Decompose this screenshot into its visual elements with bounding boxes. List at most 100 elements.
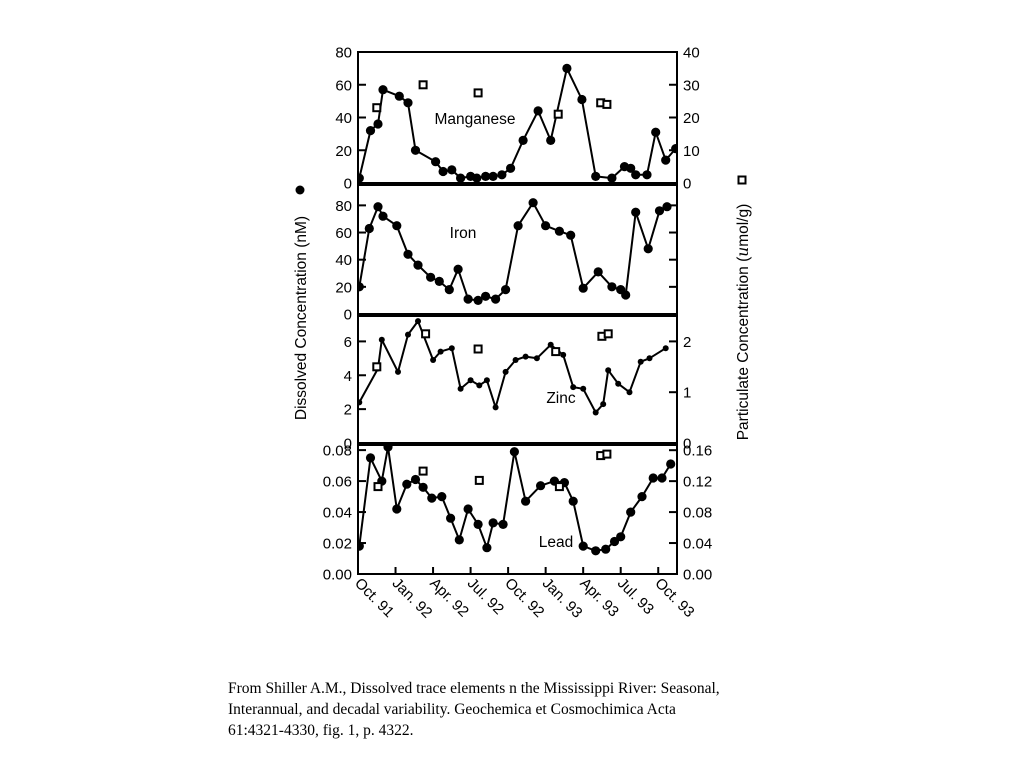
dissolved-line-manganese xyxy=(358,67,677,180)
x-tick-label: Jul. 93 xyxy=(614,575,657,618)
dissolved-point-zinc xyxy=(646,355,653,362)
dissolved-point-lead xyxy=(402,479,412,489)
panel-lead: 0.00 0.02 0.04 0.06 0.08 0.00 0.04 0.08 0.12 0.16… xyxy=(323,443,712,584)
dissolved-point-lead xyxy=(626,507,636,517)
dissolved-point-manganese xyxy=(533,106,543,116)
panel-label-lead: Lead xyxy=(539,534,573,551)
left-tick-label-zinc: 6 xyxy=(344,334,352,351)
right-axis-title-group: Particulate Concentration (umol/g) xyxy=(734,204,752,441)
left-tick-label-iron: 80 xyxy=(335,198,352,215)
dissolved-point-zinc xyxy=(437,348,444,355)
dissolved-point-manganese xyxy=(365,126,376,136)
x-tick-label: Jan. 93 xyxy=(539,575,586,622)
x-tick-label: Jul. 92 xyxy=(464,575,507,618)
right-tick-label-lead: 0.16 xyxy=(683,443,712,460)
x-tick-label: Oct. 91 xyxy=(351,575,397,621)
dissolved-point-manganese xyxy=(591,171,601,181)
citation-line-3: 61:4321-4330, fig. 1, p. 4322. xyxy=(228,722,414,739)
panels: 020406080010203040Manganese020406080Iron… xyxy=(323,45,712,584)
right-tick-label-manganese: 40 xyxy=(683,45,700,62)
dissolved-point-lead xyxy=(410,474,421,485)
dissolved-point-lead xyxy=(358,541,364,551)
dissolved-point-iron xyxy=(513,221,523,231)
dissolved-point-lead xyxy=(454,535,464,545)
citation: From Shiller A.M., Dissolved trace eleme… xyxy=(228,678,788,741)
right-tick-label-manganese: 20 xyxy=(683,110,700,127)
citation-line-1: From Shiller A.M., Dissolved trace eleme… xyxy=(228,680,720,697)
dissolved-point-lead xyxy=(488,518,498,528)
dissolved-legend-marker xyxy=(295,185,305,195)
left-tick-label-lead: 0.02 xyxy=(323,536,352,553)
dissolved-point-zinc xyxy=(547,341,554,348)
plot-area-zinc xyxy=(358,318,669,416)
dissolved-point-iron xyxy=(373,202,383,212)
dissolved-point-manganese xyxy=(546,135,556,145)
dissolved-point-zinc xyxy=(605,367,612,374)
dissolved-point-iron xyxy=(434,276,444,286)
dissolved-point-manganese xyxy=(562,63,572,73)
dissolved-point-iron xyxy=(426,272,436,282)
dissolved-point-manganese xyxy=(481,171,491,181)
dissolved-point-zinc xyxy=(580,385,587,392)
particulate-point-manganese xyxy=(372,103,382,113)
dissolved-point-lead xyxy=(637,492,647,502)
dissolved-point-zinc xyxy=(415,318,421,325)
dissolved-point-zinc xyxy=(430,357,437,363)
dissolved-point-iron xyxy=(358,282,364,292)
particulate-point-lead xyxy=(373,482,383,492)
right-tick-label-manganese: 10 xyxy=(683,143,700,160)
dissolved-point-zinc xyxy=(615,380,622,387)
dissolved-point-lead xyxy=(578,541,588,551)
dissolved-point-zinc xyxy=(476,382,483,389)
dissolved-point-iron xyxy=(662,202,672,212)
right-tick-label-manganese: 0 xyxy=(683,176,691,193)
dissolved-point-zinc xyxy=(448,345,455,352)
dissolved-point-iron xyxy=(444,285,454,295)
dissolved-point-manganese xyxy=(472,173,482,183)
dissolved-point-lead xyxy=(568,496,578,506)
particulate-point-manganese xyxy=(553,109,563,119)
dissolved-point-iron xyxy=(654,206,665,216)
right-tick-label-manganese: 30 xyxy=(683,77,700,94)
citation-line-2: Interannual, and decadal variability. Ge… xyxy=(228,701,676,718)
left-axis-title: Dissolved Concentration (nM) xyxy=(293,216,310,420)
right-tick-label-zinc: 2 xyxy=(683,334,691,351)
panel-frame-iron xyxy=(357,184,678,315)
dissolved-point-iron xyxy=(364,223,374,234)
panel-label-zinc: Zinc xyxy=(546,390,576,407)
left-tick-label-manganese: 60 xyxy=(335,77,352,94)
dissolved-point-iron xyxy=(621,290,631,300)
dissolved-point-lead xyxy=(427,493,437,503)
dissolved-point-manganese xyxy=(607,173,617,183)
dissolved-point-manganese xyxy=(518,135,528,145)
plot-area-manganese xyxy=(358,63,677,183)
dissolved-point-iron xyxy=(541,221,551,231)
left-tick-label-iron: 0 xyxy=(344,307,352,324)
plot-area-iron xyxy=(358,198,672,305)
dissolved-point-zinc xyxy=(626,389,633,396)
dissolved-point-iron xyxy=(643,244,653,254)
dissolved-point-iron xyxy=(453,264,463,274)
dissolved-point-lead xyxy=(536,481,546,491)
left-tick-label-manganese: 80 xyxy=(335,45,352,62)
dissolved-point-zinc xyxy=(405,331,411,338)
right-axis-title: Particulate Concentration (umol/g) xyxy=(734,204,752,441)
dissolved-point-zinc xyxy=(662,345,669,352)
particulate-point-zinc xyxy=(473,344,483,354)
dissolved-point-manganese xyxy=(394,91,404,101)
dissolved-point-iron xyxy=(463,294,473,304)
left-tick-label-manganese: 0 xyxy=(344,176,352,193)
panel-zinc: 0 2 4 6 0 1 2 Zinc xyxy=(344,315,691,453)
dissolved-point-zinc xyxy=(522,353,529,360)
dissolved-point-lead xyxy=(666,459,676,469)
dissolved-point-zinc xyxy=(533,355,540,362)
x-tick-label: Oct. 92 xyxy=(501,575,547,621)
left-tick-label-iron: 40 xyxy=(335,252,352,269)
particulate-point-zinc xyxy=(551,347,561,357)
dissolved-point-zinc xyxy=(358,399,363,406)
right-tick-label-lead: 0.12 xyxy=(683,474,712,491)
left-tick-label-zinc: 2 xyxy=(344,402,352,419)
dissolved-point-zinc xyxy=(592,409,599,416)
dissolved-point-manganese xyxy=(438,166,448,177)
dissolved-point-lead xyxy=(657,473,667,483)
